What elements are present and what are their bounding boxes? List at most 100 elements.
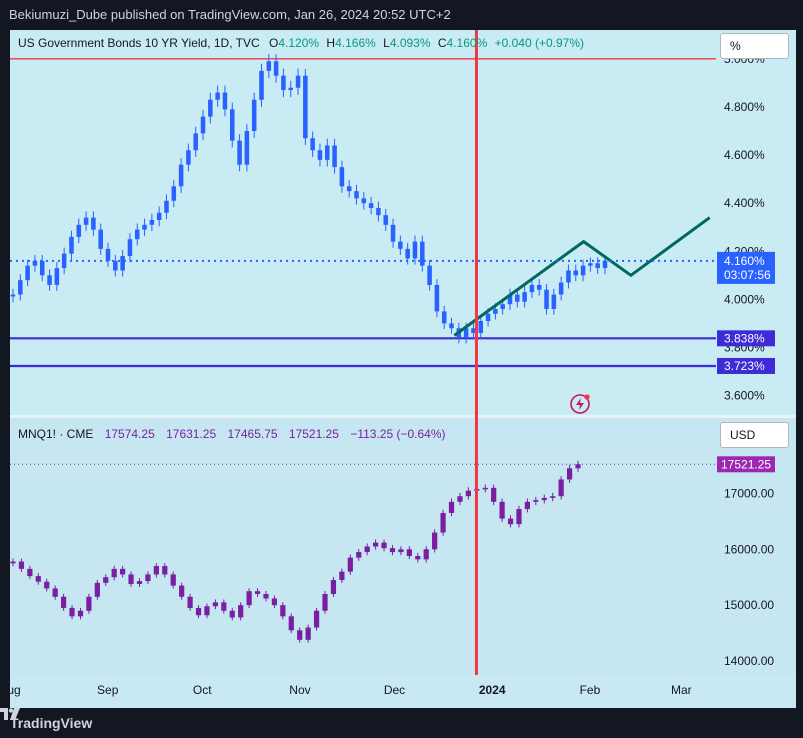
mnq-candle-27: [238, 605, 244, 618]
yield-candle-77: [573, 270, 579, 276]
yield-candle-1: [18, 280, 23, 295]
yield-candle-57: [427, 265, 432, 285]
yield-candle-39: [295, 75, 301, 88]
yield-candle-33: [251, 99, 257, 132]
yield-candle-12: [98, 229, 103, 249]
yield-tick-label-3: 4.400%: [724, 196, 765, 210]
yield-candle-36: [273, 61, 279, 76]
mnq-candle-32: [280, 605, 286, 617]
tradingview-logo[interactable]: TradingView: [0, 708, 92, 738]
yield-candle-72: [536, 284, 542, 290]
mnq-candle-50: [432, 532, 438, 550]
yield-open: 4.120%: [278, 36, 320, 50]
yield-candle-42: [317, 150, 323, 160]
yield-candle-37: [281, 75, 286, 91]
yield-candle-26: [200, 116, 206, 134]
mnq-candle-3: [35, 576, 41, 582]
mnq-candle-40: [347, 557, 353, 572]
mnq-candle-17: [153, 566, 159, 575]
yield-candle-10: [83, 217, 89, 225]
tradingview-logo-icon: [0, 708, 20, 720]
yield-close: 4.160%: [446, 36, 488, 50]
yield-candle-73: [544, 289, 549, 309]
yield-candle-6: [54, 268, 60, 285]
mnq-candle-14: [128, 574, 134, 584]
chart-canvas[interactable]: 5.000%4.800%4.600%4.400%4.200%4.000%3.80…: [10, 30, 796, 708]
mnq-tick-label-0: 17000.00: [724, 486, 774, 500]
yield-pane-bg: [10, 30, 796, 416]
mnq-symbol: MNQ1! · CME: [18, 427, 94, 441]
mnq-open: 17574.25: [104, 427, 155, 441]
yield-candle-55: [412, 241, 418, 259]
x-axis-label-5: 2024: [479, 683, 506, 697]
lightning-icon-dot: [584, 394, 590, 400]
mnq-candle-1: [18, 561, 25, 569]
mnq-candle-28: [246, 591, 252, 606]
yield-candle-28: [215, 92, 220, 100]
mnq-candle-65: [558, 479, 564, 497]
lightning-icon-bolt: [576, 398, 584, 410]
yield-candle-23: [178, 164, 184, 187]
mnq-candle-26: [229, 610, 235, 618]
yield-candle-62: [463, 328, 469, 338]
yield-candle-65: [485, 313, 491, 322]
yield-tick-label-7: 3.600%: [724, 389, 765, 403]
mnq-candle-34: [297, 630, 303, 640]
mnq-candle-45: [389, 548, 396, 553]
mnq-candle-51: [440, 512, 446, 533]
yield-low-label: L: [383, 36, 390, 50]
mnq-candle-0: [10, 561, 16, 564]
mnq-candle-25: [221, 602, 227, 611]
yield-candle-75: [558, 282, 564, 295]
yield-candle-17: [134, 229, 140, 240]
mnq-candle-61: [524, 501, 531, 510]
mnq-candle-12: [111, 568, 117, 578]
mnq-price-label: 17521.25: [721, 457, 771, 471]
publisher-text: Bekiumuzi_Dube published on TradingView.…: [9, 7, 451, 22]
yield-countdown: 03:07:56: [724, 268, 771, 282]
yield-candle-41: [310, 138, 315, 151]
yield-unit-button[interactable]: %: [720, 33, 789, 59]
mnq-candle-37: [322, 593, 328, 611]
mnq-candle-29: [254, 591, 261, 594]
mnq-candle-6: [60, 596, 67, 608]
mnq-candle-30: [263, 593, 269, 599]
yield-change: +0.040 (+0.97%): [494, 36, 584, 50]
yield-candle-29: [222, 92, 228, 110]
mnq-unit-button[interactable]: USD: [720, 422, 789, 448]
yield-tick-label-2: 4.600%: [724, 148, 765, 162]
yield-candle-79: [588, 263, 593, 266]
mnq-candle-48: [415, 555, 421, 560]
yield-candle-71: [529, 284, 535, 293]
yield-candle-16: [127, 239, 133, 257]
yield-level-label-1: 3.838%: [724, 331, 765, 345]
yield-candle-31: [237, 140, 242, 165]
yield-candle-66: [493, 308, 498, 314]
yield-candle-35: [266, 61, 272, 71]
x-axis-label-6: Feb: [580, 683, 601, 697]
mnq-candle-4: [44, 581, 50, 589]
yield-candle-38: [288, 87, 293, 91]
mnq-candle-57: [491, 487, 497, 502]
x-axis-label-1: Sep: [97, 683, 119, 697]
yield-candle-21: [164, 200, 169, 213]
mnq-candle-16: [145, 574, 151, 582]
mnq-candle-31: [271, 598, 278, 606]
mnq-candle-46: [398, 549, 404, 553]
mnq-candle-36: [313, 610, 320, 628]
mnq-candle-15: [136, 581, 143, 584]
yield-candle-56: [420, 241, 425, 266]
mnq-high: 17631.25: [166, 427, 217, 441]
lightning-icon: [570, 394, 590, 414]
yield-candle-70: [522, 292, 527, 302]
yield-candle-48: [361, 198, 367, 204]
publisher-bar: Bekiumuzi_Dube published on TradingView.…: [0, 0, 803, 30]
yield-candle-78: [580, 265, 586, 276]
yield-candle-76: [566, 270, 571, 283]
yield-candle-24: [186, 150, 191, 165]
mnq-candle-21: [187, 596, 193, 608]
chart-area[interactable]: 5.000%4.800%4.600%4.400%4.200%4.000%3.80…: [10, 30, 796, 708]
yield-candle-43: [325, 145, 330, 160]
yield-low: 4.093%: [389, 36, 431, 50]
yield-candle-54: [405, 248, 410, 259]
